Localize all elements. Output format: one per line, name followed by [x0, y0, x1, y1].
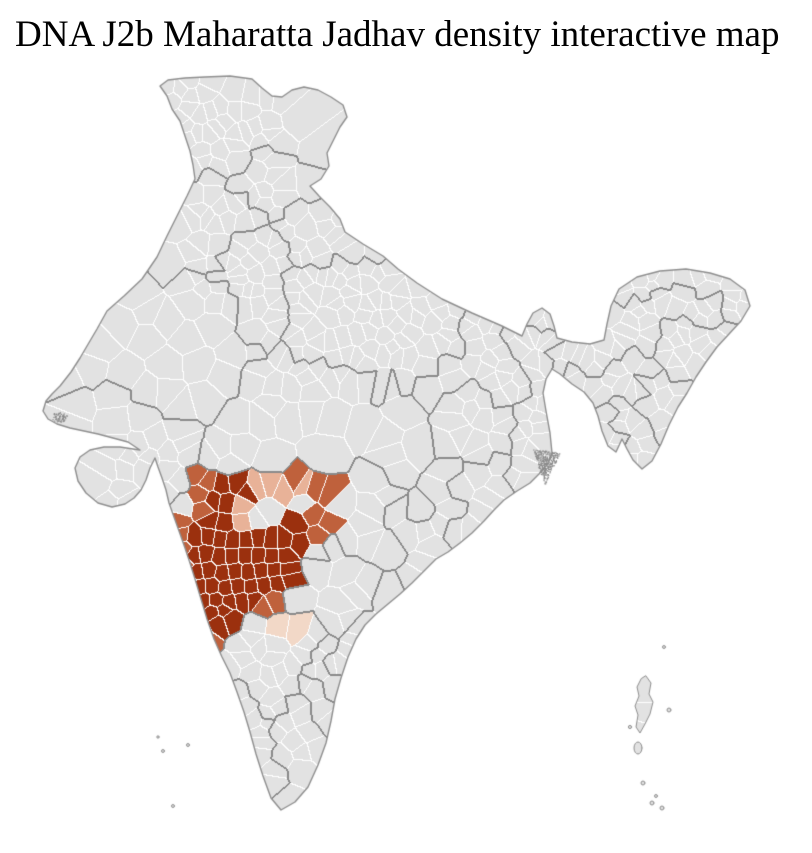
page-title: DNA J2b Maharatta Jadhav density interac… [15, 14, 780, 55]
